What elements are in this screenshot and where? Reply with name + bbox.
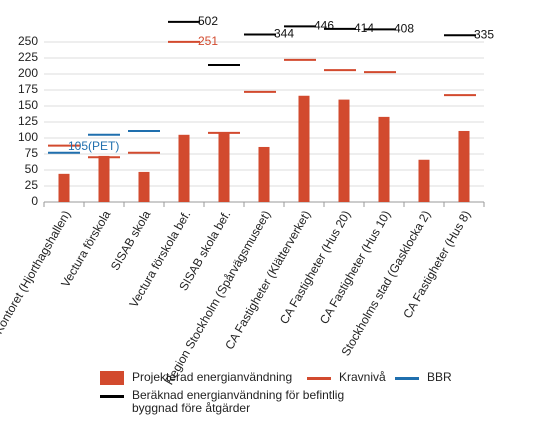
legend-item: Kravnivå xyxy=(307,371,387,384)
legend-label: Beräknad energianvändning för befintlig … xyxy=(132,388,345,415)
y-tick-label: 225 xyxy=(18,50,38,64)
legend-swatch xyxy=(395,377,419,380)
x-tick-label: CA Fastigheter (Hus 20) xyxy=(277,208,353,326)
y-tick-label: 250 xyxy=(18,34,38,48)
bar xyxy=(458,130,470,202)
value-label: 502 xyxy=(198,14,218,28)
y-tick-label: 150 xyxy=(18,98,38,112)
legend-swatch xyxy=(307,377,331,380)
legend-label: Kravnivå xyxy=(339,370,386,384)
y-tick-label: 125 xyxy=(18,114,38,128)
bar xyxy=(378,116,390,202)
legend-label: Projekterad energianvändning xyxy=(132,370,293,384)
bar xyxy=(58,173,70,202)
x-tick-label: Kontoret (Hjorthagshallen) xyxy=(0,208,73,336)
legend-item: Beräknad energianvändning för befintlig … xyxy=(100,389,370,415)
legend-item: Projekterad energianvändning xyxy=(100,371,300,385)
legend-item: BBR xyxy=(395,371,455,384)
bar xyxy=(218,132,230,202)
bar xyxy=(138,171,150,202)
bar xyxy=(298,95,310,202)
x-tick-label: CA Fastigheter (Hus 10) xyxy=(317,208,393,326)
y-tick-label: 75 xyxy=(25,146,39,160)
bar xyxy=(178,134,190,202)
value-label: 335 xyxy=(474,27,494,41)
annotation: 105(PET) xyxy=(68,139,119,153)
x-tick-label: SISAB skola xyxy=(108,208,154,273)
y-tick-label: 175 xyxy=(18,82,38,96)
value-label: 414 xyxy=(354,21,374,35)
legend-swatch xyxy=(100,371,124,385)
bar xyxy=(258,146,270,202)
legend-swatch xyxy=(100,395,124,398)
bar xyxy=(98,155,110,202)
y-tick-label: 100 xyxy=(18,130,38,144)
value-label: 408 xyxy=(394,22,414,36)
bar xyxy=(338,99,350,202)
y-tick-label: 25 xyxy=(25,178,39,192)
value-label: 344 xyxy=(274,27,294,41)
value-label: 446 xyxy=(314,18,334,32)
y-tick-label: 50 xyxy=(25,162,39,176)
y-tick-label: 200 xyxy=(18,66,38,80)
bar xyxy=(418,159,430,202)
legend-label: BBR xyxy=(427,370,452,384)
value-label: 251 xyxy=(198,34,218,48)
y-tick-label: 0 xyxy=(31,194,38,208)
